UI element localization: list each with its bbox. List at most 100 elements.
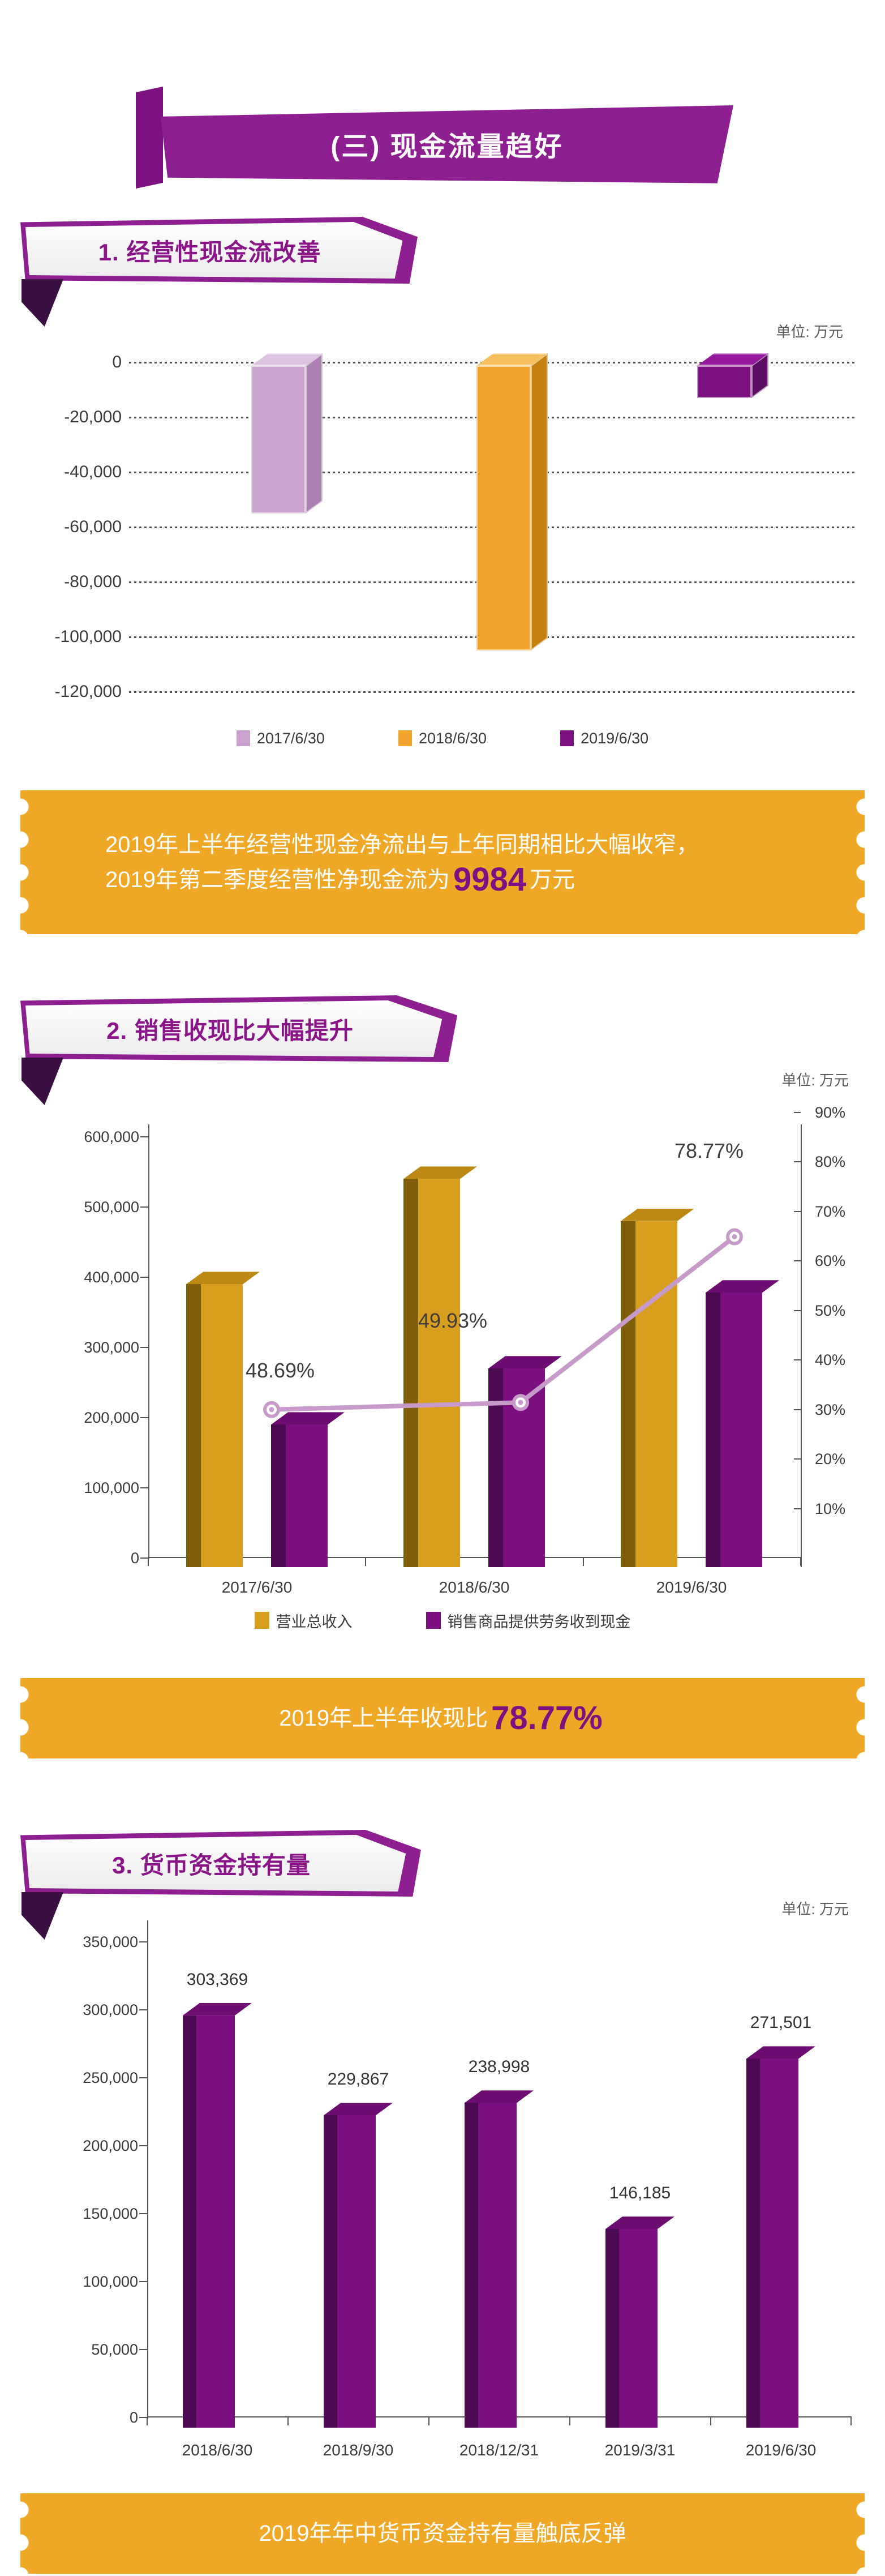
- bar-front-face: [337, 2115, 376, 2428]
- callout1-line2: 2019年第二季度经营性净现金流为 9984 万元: [105, 862, 865, 897]
- legend-swatch: [254, 1612, 269, 1629]
- y-axis-tick-label: -40,000: [64, 463, 122, 481]
- legend-label: 营业总收入: [276, 1613, 353, 1631]
- x-axis-label: 2019/6/30: [656, 1578, 727, 1596]
- right-axis-tick: [794, 1508, 801, 1509]
- bar-front-face: [697, 366, 751, 399]
- y-axis-tick-label: -100,000: [54, 627, 122, 646]
- y-axis-tick-label: 100,000: [83, 2273, 138, 2290]
- y2-axis-tick-label: 20%: [815, 1450, 846, 1467]
- y-axis-tick-label: 350,000: [83, 1933, 138, 1950]
- line-data-label: 48.69%: [245, 1359, 315, 1382]
- x-axis-label: 2018/6/30: [182, 2441, 253, 2459]
- y2-axis-tick-label: 50%: [815, 1302, 846, 1319]
- legend-swatch: [236, 730, 250, 746]
- y-axis-tick-label: 0: [130, 1550, 139, 1567]
- bar-top-face: [621, 1209, 694, 1221]
- x-axis-tick: [147, 2417, 148, 2425]
- left-axis-tick: [140, 1417, 148, 1418]
- left-axis-tick: [139, 2077, 147, 2078]
- x-axis-tick: [287, 2417, 289, 2425]
- y2-axis-tick-label: 30%: [815, 1401, 846, 1418]
- y-axis-tick-label: 200,000: [84, 1409, 139, 1426]
- left-axis-tick: [139, 1941, 147, 1942]
- x-axis-tick: [428, 2417, 429, 2425]
- left-axis-tick: [140, 1206, 148, 1208]
- section2-title: 2. 销售收现比大幅提升: [106, 1017, 354, 1044]
- y-axis-tick-label: 0: [129, 2409, 138, 2426]
- right-axis-tick: [794, 1260, 801, 1261]
- bar-top-face: [183, 2003, 252, 2016]
- legend-entry: 营业总收入: [254, 1610, 353, 1632]
- x-axis-tick: [850, 2417, 852, 2425]
- callout2-prefix: 2019年上半年收现比: [279, 1706, 488, 1731]
- bar-top-face: [324, 2103, 393, 2115]
- bar-side-face: [271, 1424, 286, 1567]
- legend-label: 2018/6/30: [418, 729, 487, 747]
- left-axis-tick: [140, 1136, 148, 1137]
- callout3: 2019年年中货币资金持有量触底反弹: [20, 2493, 865, 2574]
- left-axis-line: [147, 1920, 148, 2419]
- bar-value-label: 146,185: [609, 2184, 671, 2203]
- section2-tag: 2. 销售收现比大幅提升: [20, 995, 458, 1062]
- y-axis-tick-label: 200,000: [83, 2137, 138, 2154]
- bar-top-face: [476, 353, 548, 366]
- y-axis-tick-label: 150,000: [83, 2205, 138, 2222]
- x-axis-tick: [800, 1558, 801, 1566]
- callout1: 2019年上半年经营性现金净流出与上年同期相比大幅收窄， 2019年第二季度经营…: [20, 790, 865, 934]
- left-axis-tick: [139, 2281, 147, 2282]
- chart2-unit-label: 单位: 万元: [781, 1072, 849, 1089]
- section2-tag-inner: 2. 销售收现比大幅提升: [25, 1000, 443, 1057]
- line-data-label: 49.93%: [418, 1309, 488, 1332]
- y2-axis-tick-label: 10%: [815, 1500, 846, 1517]
- callout1-line2-prefix: 2019年第二季度经营性净现金流为: [105, 867, 450, 892]
- bar-front-face: [619, 2229, 658, 2428]
- y-axis-tick-label: 50,000: [91, 2341, 138, 2358]
- y-axis-tick-label: 0: [112, 353, 122, 371]
- callout3-body: 2019年年中货币资金持有量触底反弹: [20, 2493, 865, 2574]
- bar-front-face: [478, 2103, 517, 2428]
- y-axis-tick-label: 600,000: [84, 1128, 139, 1145]
- right-axis-line: [801, 1124, 802, 1567]
- y-axis-tick-label: 500,000: [84, 1199, 139, 1216]
- left-axis-line: [148, 1124, 149, 1559]
- x-axis-tick: [583, 1558, 584, 1566]
- left-axis-tick: [139, 2213, 147, 2214]
- section3-tag: 3. 货币资金持有量: [20, 1830, 421, 1897]
- right-axis-tick: [794, 1359, 801, 1360]
- right-axis-tick: [794, 1458, 801, 1460]
- y-axis-tick-label: -120,000: [54, 682, 122, 701]
- bar-side-face: [324, 2115, 337, 2428]
- line-data-label: 78.77%: [674, 1139, 744, 1162]
- left-axis-tick: [140, 1487, 148, 1488]
- left-axis-tick: [140, 1557, 148, 1559]
- callout2: 2019年上半年收现比 78.77%: [20, 1678, 865, 1758]
- left-axis-tick: [139, 2009, 147, 2010]
- bar-front-face: [286, 1424, 328, 1567]
- y2-axis-tick-label: 90%: [815, 1103, 846, 1121]
- legend-swatch: [560, 730, 574, 746]
- bar-top-face: [186, 1272, 260, 1284]
- x-axis-label: 2017/6/30: [221, 1578, 293, 1596]
- right-axis-tick: [794, 1210, 801, 1212]
- y-axis-tick-label: 100,000: [84, 1479, 139, 1496]
- x-axis-label: 2018/6/30: [439, 1578, 510, 1596]
- callout1-line1: 2019年上半年经营性现金净流出与上年同期相比大幅收窄，: [105, 832, 699, 857]
- y-axis-tick-label: 400,000: [84, 1269, 139, 1286]
- callout1-line2-suffix: 万元: [530, 867, 575, 892]
- bar-top-face: [605, 2216, 675, 2229]
- callout2-body: 2019年上半年收现比 78.77%: [20, 1678, 865, 1758]
- bar-value-label: 271,501: [750, 2013, 812, 2032]
- section1-tag-inner: 1. 经营性现金流改善: [25, 222, 403, 279]
- y2-axis-tick-label: 40%: [815, 1351, 846, 1368]
- bar-front-face: [196, 2015, 235, 2428]
- legend-swatch: [426, 1612, 441, 1629]
- page-title: (三) 现金流量趋好: [330, 132, 564, 162]
- bar-top-face: [465, 2090, 534, 2103]
- y-axis-tick-label: -60,000: [64, 517, 122, 536]
- y-axis-tick-label: 250,000: [83, 2069, 138, 2086]
- gridline: [129, 691, 856, 693]
- y-axis-tick-label: 300,000: [83, 2001, 138, 2018]
